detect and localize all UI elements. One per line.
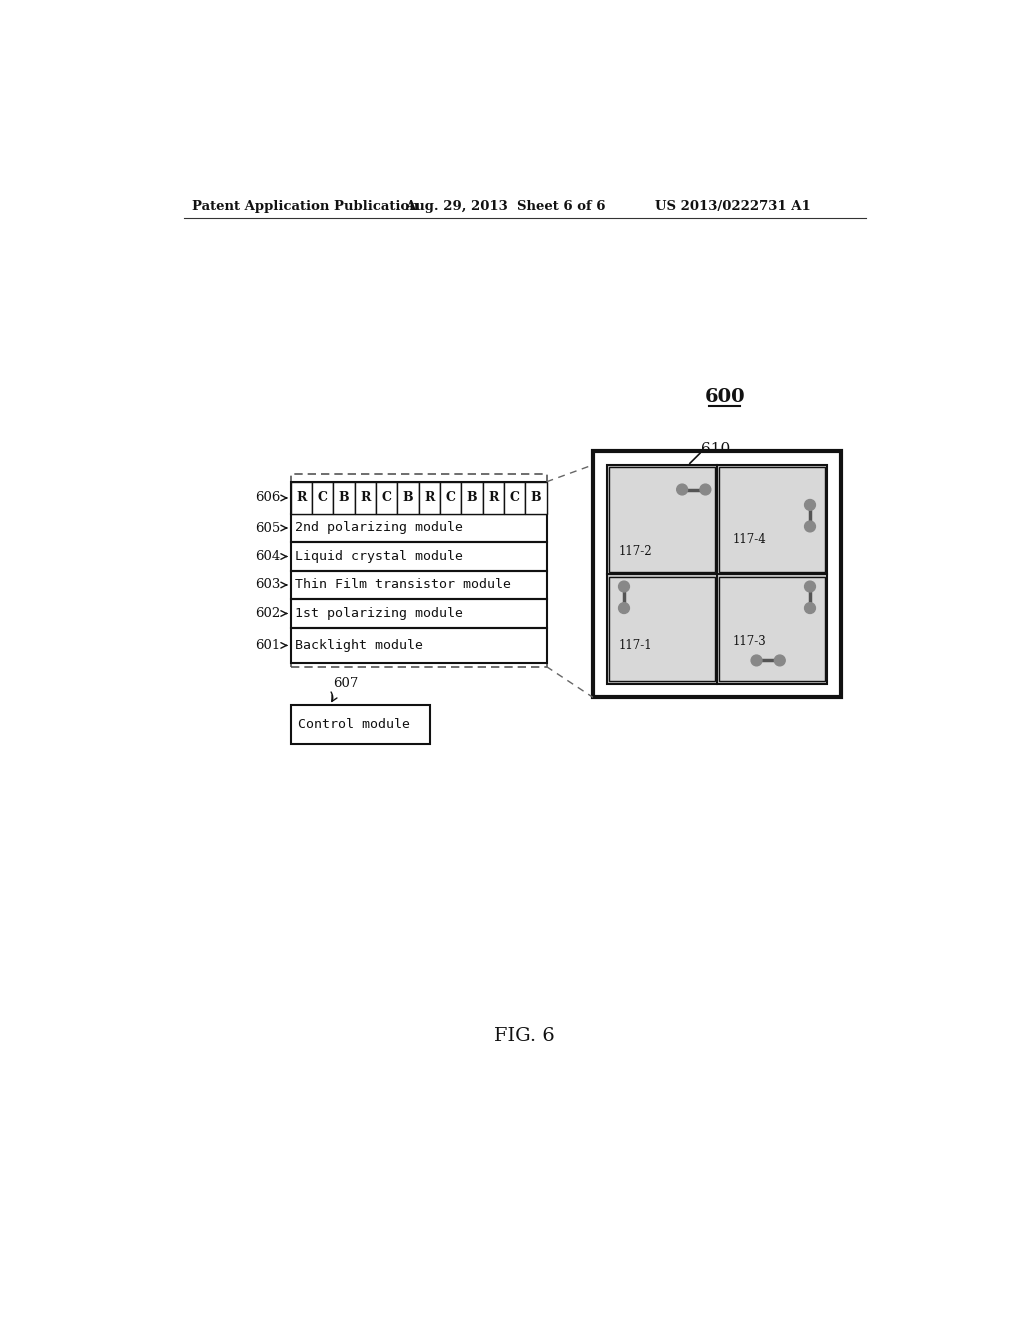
Text: C: C (445, 491, 456, 504)
Bar (334, 482, 354, 515)
Text: 117-2: 117-2 (618, 545, 652, 557)
Bar (291, 628, 547, 663)
Bar (461, 482, 482, 515)
Text: 602: 602 (255, 607, 281, 620)
Circle shape (677, 484, 687, 495)
Text: R: R (360, 491, 371, 504)
Text: Control module: Control module (299, 718, 411, 731)
Text: 610: 610 (701, 442, 731, 457)
Bar (291, 482, 312, 515)
Text: B: B (339, 491, 349, 504)
Text: B: B (530, 491, 541, 504)
Text: 607: 607 (334, 677, 358, 690)
Bar (719, 467, 824, 572)
Bar (607, 465, 827, 684)
Bar (609, 577, 715, 681)
Bar (291, 543, 547, 572)
Bar (376, 482, 397, 515)
Bar (719, 577, 824, 681)
Text: 603: 603 (255, 578, 281, 591)
Text: C: C (382, 491, 391, 504)
Text: Aug. 29, 2013  Sheet 6 of 6: Aug. 29, 2013 Sheet 6 of 6 (406, 199, 606, 213)
Text: 117-1: 117-1 (618, 639, 652, 652)
Bar (525, 482, 547, 515)
Circle shape (805, 603, 815, 614)
Circle shape (805, 521, 815, 532)
Text: R: R (296, 491, 306, 504)
Text: 600: 600 (705, 388, 745, 407)
Text: 604: 604 (255, 550, 281, 564)
Text: 1st polarizing module: 1st polarizing module (295, 607, 464, 620)
Bar (291, 599, 547, 628)
Bar (291, 515, 547, 543)
Text: 605: 605 (255, 521, 281, 535)
Bar (504, 482, 525, 515)
Circle shape (774, 655, 785, 665)
Text: Liquid crystal module: Liquid crystal module (295, 550, 464, 564)
Bar (291, 705, 430, 743)
Bar (397, 482, 419, 515)
Circle shape (618, 603, 630, 614)
Text: FIG. 6: FIG. 6 (495, 1027, 555, 1045)
Text: 601: 601 (255, 639, 281, 652)
Bar (291, 474, 547, 667)
Circle shape (805, 499, 815, 511)
Text: R: R (424, 491, 434, 504)
Bar (291, 482, 547, 515)
Bar (354, 482, 376, 515)
Bar (312, 482, 334, 515)
Bar (440, 482, 461, 515)
Bar (609, 467, 715, 572)
Text: 117-3: 117-3 (732, 635, 766, 648)
Circle shape (700, 484, 711, 495)
Text: Thin Film transistor module: Thin Film transistor module (295, 578, 511, 591)
Text: 117-4: 117-4 (732, 533, 766, 546)
Circle shape (805, 581, 815, 591)
Circle shape (751, 655, 762, 665)
Text: 2nd polarizing module: 2nd polarizing module (295, 521, 464, 535)
Circle shape (618, 581, 630, 591)
Text: Patent Application Publication: Patent Application Publication (191, 199, 418, 213)
Text: C: C (317, 491, 328, 504)
Bar (291, 572, 547, 599)
Text: 606: 606 (255, 491, 281, 504)
Text: US 2013/0222731 A1: US 2013/0222731 A1 (655, 199, 811, 213)
Text: Backlight module: Backlight module (295, 639, 423, 652)
Bar (482, 482, 504, 515)
Bar (593, 451, 841, 697)
Text: B: B (402, 491, 414, 504)
Text: R: R (488, 491, 499, 504)
Bar (419, 482, 440, 515)
Text: B: B (467, 491, 477, 504)
Text: C: C (510, 491, 519, 504)
